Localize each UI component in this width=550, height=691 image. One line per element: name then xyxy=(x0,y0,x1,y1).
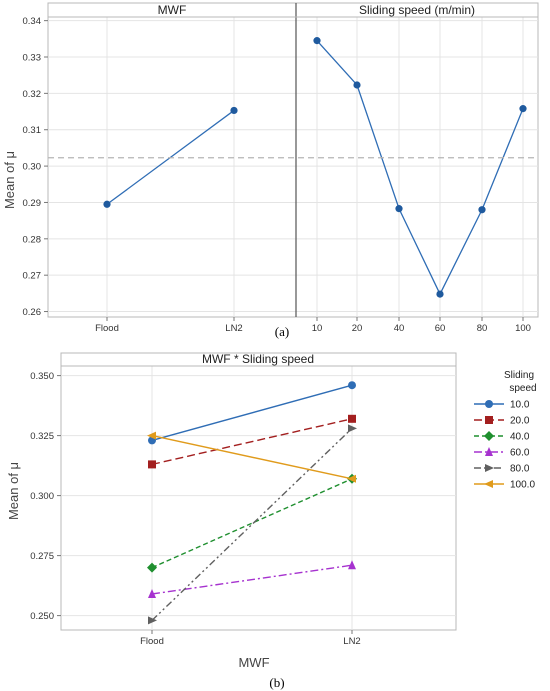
y-tick-label: 0.28 xyxy=(23,234,42,245)
legend-marker-60.0 xyxy=(485,447,493,456)
y-tick-label: 0.27 xyxy=(23,271,42,282)
y-tick-label: 0.325 xyxy=(30,431,54,442)
x-tick-label: LN2 xyxy=(343,636,360,647)
data-point-10.0 xyxy=(348,381,356,390)
chart-b-y-ticks: 0.250 0.275 0.300 0.325 0.350 xyxy=(30,371,61,622)
data-point xyxy=(230,106,238,115)
legend-label-80.0: 80.0 xyxy=(510,464,530,475)
x-tick-label: 10 xyxy=(312,323,323,334)
legend-marker-40.0 xyxy=(484,431,494,441)
legend-title-line1: Sliding xyxy=(504,370,534,381)
data-point-100.0 xyxy=(347,474,356,483)
y-tick-label: 0.26 xyxy=(23,307,42,318)
series-line-40.0 xyxy=(151,478,353,569)
data-point-60.0 xyxy=(148,589,156,598)
data-point-20.0 xyxy=(148,460,156,469)
y-tick-label: 0.32 xyxy=(23,89,42,100)
y-tick-label: 0.33 xyxy=(23,53,42,64)
y-tick-label: 0.34 xyxy=(23,16,42,27)
x-tick-label: 80 xyxy=(477,323,488,334)
panel-a-frame xyxy=(47,2,539,318)
chart-a-x-ticks: Flood LN2 10 20 40 60 80 100 xyxy=(95,317,531,334)
panel-a1-title: MWF xyxy=(158,3,187,17)
x-tick-label: LN2 xyxy=(225,323,242,334)
chart-b-y-axis-title: Mean of μ xyxy=(6,462,21,520)
x-tick-label: 40 xyxy=(394,323,405,334)
legend-marker-10.0 xyxy=(485,400,493,408)
legend-label-40.0: 40.0 xyxy=(510,432,530,443)
y-tick-label: 0.30 xyxy=(23,162,42,173)
series-line-20.0 xyxy=(151,418,353,466)
chart-b-marks xyxy=(147,381,357,625)
data-point xyxy=(519,105,527,113)
x-tick-label: 100 xyxy=(515,323,531,334)
legend-title-line2: speed xyxy=(509,383,536,394)
data-point-60.0 xyxy=(348,560,356,570)
x-tick-label: 20 xyxy=(352,323,363,334)
chart-a-grid xyxy=(48,17,538,317)
panel-a2-title: Sliding speed (m/min) xyxy=(359,3,475,17)
legend-marker-80.0 xyxy=(485,464,494,472)
chart-a-marks xyxy=(48,37,538,298)
y-tick-label: 0.31 xyxy=(23,125,42,136)
chart-a-y-axis-title: Mean of μ xyxy=(2,151,17,209)
data-point-20.0 xyxy=(348,414,356,423)
data-point xyxy=(395,205,403,213)
y-tick-label: 0.300 xyxy=(30,491,54,502)
y-tick-label: 0.350 xyxy=(30,371,54,382)
data-point-100.0 xyxy=(147,431,156,440)
chart-a-y-ticks: 0.26 0.27 0.28 0.29 0.30 0.31 0.32 0.33 0.34 xyxy=(23,16,48,318)
data-point xyxy=(478,206,486,214)
chart-b-grid xyxy=(61,366,456,630)
chart-b-x-axis-title: MWF xyxy=(238,655,269,670)
legend-label-100.0: 100.0 xyxy=(510,480,535,491)
series-line-panel-2 xyxy=(316,40,524,296)
x-tick-label: Flood xyxy=(140,636,164,647)
series-line-100.0 xyxy=(151,434,353,480)
x-tick-label: 60 xyxy=(435,323,446,334)
data-point xyxy=(313,37,321,45)
data-point-80.0 xyxy=(348,424,357,433)
data-point-80.0 xyxy=(148,616,157,625)
chart-b-legend: Sliding speed 10.0 20.0 40.0 60.0 80.0 100.0 xyxy=(474,370,537,491)
data-point xyxy=(103,200,111,208)
chart-a-sublabel: (a) xyxy=(275,324,289,339)
chart-b-title: MWF * Sliding speed xyxy=(202,352,314,366)
legend-marker-100.0 xyxy=(484,480,493,488)
series-line-10.0 xyxy=(151,384,353,442)
y-tick-label: 0.275 xyxy=(30,551,54,562)
legend-label-10.0: 10.0 xyxy=(510,400,530,411)
chart-b-plot-frame xyxy=(60,352,457,631)
chart-b: MWF * Sliding speed Mean of μ MWF 0.2500… xyxy=(6,352,537,690)
chart-b-sublabel: (b) xyxy=(269,675,284,690)
data-point xyxy=(353,81,361,89)
legend-label-20.0: 20.0 xyxy=(510,416,530,427)
legend-label-60.0: 60.0 xyxy=(510,448,530,459)
data-point xyxy=(436,290,444,298)
y-tick-label: 0.250 xyxy=(30,611,54,622)
legend-marker-20.0 xyxy=(485,416,493,424)
x-tick-label: Flood xyxy=(95,323,119,334)
chart-b-x-ticks: Flood LN2 xyxy=(140,630,361,647)
data-point-40.0 xyxy=(147,562,157,573)
y-tick-label: 0.29 xyxy=(23,198,42,209)
series-line-80.0 xyxy=(151,427,353,621)
chart-a: MWF Sliding speed (m/min) Mean of μ 0.26… xyxy=(2,2,539,339)
